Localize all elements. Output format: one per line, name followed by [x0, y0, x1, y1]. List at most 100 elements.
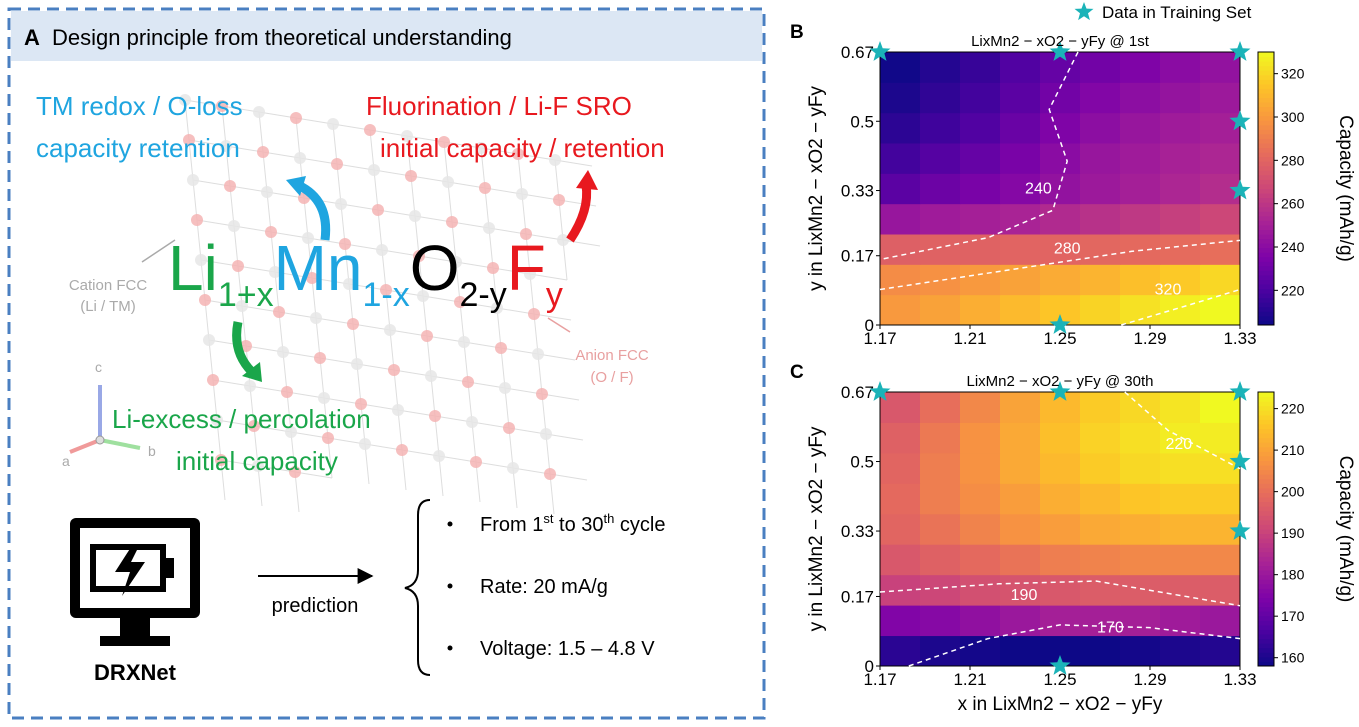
heat-cell [1080, 294, 1121, 326]
atom [540, 428, 552, 440]
colorbar-step [1258, 220, 1274, 226]
lattice-bond [488, 227, 527, 235]
bullet [447, 583, 453, 589]
lattice-bond [212, 379, 218, 421]
training-point [1049, 314, 1071, 334]
colorbar-step [1258, 597, 1274, 603]
y-tick-label: 0.67 [841, 383, 874, 402]
lattice-bond [257, 465, 296, 473]
atom [462, 376, 474, 388]
lattice-bond [278, 311, 284, 353]
heat-cell [960, 513, 1001, 545]
colorbar-frame [1257, 51, 1275, 326]
colorbar-step [1258, 560, 1274, 567]
contour-label: 220 [1165, 436, 1192, 453]
atom [253, 106, 265, 118]
lattice-bond [451, 221, 490, 229]
lattice-bond [192, 179, 198, 221]
atom [351, 358, 363, 370]
colorbar-step [1258, 615, 1274, 621]
lattice-bond [274, 271, 313, 279]
arrow [232, 321, 256, 376]
atom [236, 300, 248, 312]
atom [187, 174, 199, 186]
colorbar-step [1258, 120, 1274, 126]
colorbar-step [1258, 179, 1274, 185]
heat-cell [960, 112, 1001, 144]
note: Cation FCC [69, 277, 148, 294]
colorbar-step [1258, 451, 1274, 457]
heat-cell [920, 173, 961, 205]
panel-label: C [790, 362, 804, 383]
lattice-bond [364, 443, 370, 485]
heat-cell [920, 234, 961, 265]
lattice-bond [484, 187, 523, 195]
lattice-bond [406, 135, 412, 177]
x-tick-label: 1.33 [1223, 329, 1256, 348]
lattice-bond [430, 375, 436, 417]
lattice-bond [282, 351, 288, 393]
colorbar-step [1258, 138, 1274, 144]
colorbar-step [1258, 529, 1274, 535]
colorbar-tick-label: 280 [1281, 152, 1305, 168]
lattice-bond [508, 427, 547, 435]
lattice-bond [266, 191, 305, 199]
atom [228, 220, 240, 232]
atom [335, 198, 347, 210]
heat-cell [1000, 112, 1041, 144]
heat-cell [920, 483, 961, 515]
atom [409, 210, 421, 222]
lattice-bond [225, 145, 231, 187]
atom [442, 176, 454, 188]
lattice-bond [562, 239, 601, 247]
training-point [1229, 520, 1251, 540]
lattice-bond [529, 273, 535, 315]
colorbar-tick-label: 260 [1281, 196, 1305, 212]
lattice-bond [332, 123, 371, 131]
heat-cell [1160, 294, 1201, 326]
heat-cell [880, 143, 921, 174]
monitor-icon [70, 518, 200, 646]
colorbar-step [1258, 274, 1274, 280]
colorbar-step [1258, 65, 1274, 71]
heat-cell [1080, 483, 1121, 515]
heat-cell [1000, 392, 1041, 423]
x-tick-label: 1.21 [953, 329, 986, 348]
heat-cell [880, 294, 921, 326]
atom [536, 388, 548, 400]
contour-line [879, 51, 1079, 261]
lattice-bond [373, 169, 379, 211]
lattice-bond [311, 277, 317, 319]
lattice-bond [315, 317, 354, 325]
atom [450, 256, 462, 268]
colorbar-step [1258, 556, 1274, 562]
lattice-bond [212, 379, 251, 387]
atom [327, 118, 339, 130]
colorbar-step [1258, 620, 1274, 626]
lattice-bond [455, 261, 494, 269]
colorbar-tick-label: 200 [1281, 484, 1305, 500]
lattice-bond [249, 385, 255, 427]
x-tick-label: 1.25 [1043, 670, 1076, 689]
lattice-bond [258, 111, 264, 153]
brace [404, 499, 431, 676]
lattice-bond [537, 353, 543, 395]
colorbar-step [1258, 465, 1274, 471]
lattice-bond [463, 341, 502, 349]
lattice-bond [410, 175, 416, 217]
heat-cell [1040, 173, 1081, 205]
colorbar-step [1258, 252, 1274, 258]
lattice-bond [554, 159, 560, 201]
note: Li-excess / percolation [112, 404, 371, 434]
lattice-bond [549, 473, 555, 515]
atom [483, 222, 495, 234]
lattice-bond [537, 353, 576, 361]
lattice-bond [188, 139, 227, 147]
contour-label: 240 [1025, 181, 1052, 198]
heat-cell [1040, 392, 1081, 423]
bullet-text: Rate: 20 mA/g [480, 576, 608, 598]
colorbar-step [1258, 133, 1274, 139]
colorbar-step [1258, 247, 1274, 253]
lattice-bond [500, 347, 539, 355]
atom [318, 392, 330, 404]
